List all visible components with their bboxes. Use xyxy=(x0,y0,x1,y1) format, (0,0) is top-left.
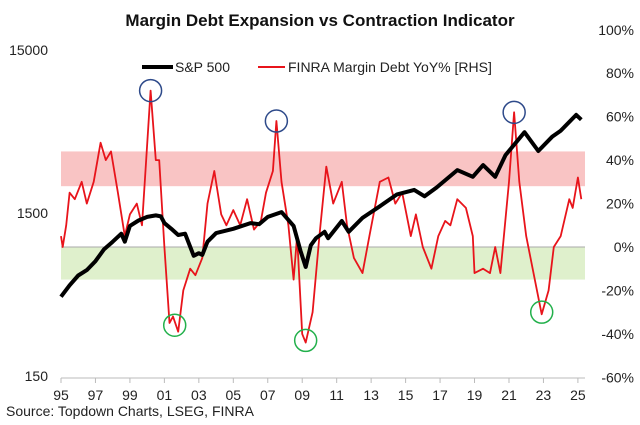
x-tick-label: 21 xyxy=(501,387,517,403)
sp500-line xyxy=(59,112,583,298)
right-tick-label: 0% xyxy=(614,239,634,255)
x-tick-label: 17 xyxy=(432,387,448,403)
highlight-circle xyxy=(162,313,187,337)
legend: S&P 500 FINRA Margin Debt YoY% [RHS] xyxy=(142,59,492,75)
highlight-circle xyxy=(529,300,554,324)
legend-label-sp500: S&P 500 xyxy=(175,59,230,75)
right-tick-label: 60% xyxy=(606,109,634,125)
right-tick-label: 100% xyxy=(598,22,634,38)
right-tick-label: 20% xyxy=(606,196,634,212)
x-tick-label: 01 xyxy=(157,387,173,403)
x-tick-label: 11 xyxy=(329,387,344,403)
right-tick-label: 40% xyxy=(606,152,634,168)
finra-margin-debt-line xyxy=(60,89,583,344)
x-tick-label: 95 xyxy=(53,387,69,403)
left-tick-label: 1500 xyxy=(17,205,48,221)
right-tick-label: -20% xyxy=(601,282,634,298)
x-tick-label: 15 xyxy=(398,387,414,403)
highlight-circle xyxy=(264,109,289,133)
contraction-band xyxy=(61,247,585,280)
x-tick-label: 05 xyxy=(226,387,242,403)
x-tick-label: 07 xyxy=(260,387,276,403)
right-tick-label: 80% xyxy=(606,65,634,81)
highlight-circle xyxy=(502,100,526,125)
x-tick-label: 13 xyxy=(363,387,379,403)
x-tick-label: 97 xyxy=(88,387,104,403)
x-tick-label: 19 xyxy=(467,387,483,403)
legend-label-finra: FINRA Margin Debt YoY% [RHS] xyxy=(288,59,492,75)
left-tick-label: 15000 xyxy=(9,42,48,58)
highlight-circle xyxy=(293,328,318,353)
x-tick-label: 25 xyxy=(570,387,586,403)
x-tick-label: 23 xyxy=(536,387,552,403)
source-note: Source: Topdown Charts, LSEG, FINRA xyxy=(6,403,255,419)
right-tick-label: -40% xyxy=(601,326,634,342)
chart-title: Margin Debt Expansion vs Contraction Ind… xyxy=(125,11,515,30)
x-tick-label: 09 xyxy=(294,387,310,403)
highlight-circle xyxy=(138,78,163,103)
x-tick-label: 99 xyxy=(122,387,138,403)
x-tick-label: 03 xyxy=(191,387,207,403)
left-tick-label: 150 xyxy=(25,368,49,384)
right-tick-label: -60% xyxy=(601,369,634,385)
